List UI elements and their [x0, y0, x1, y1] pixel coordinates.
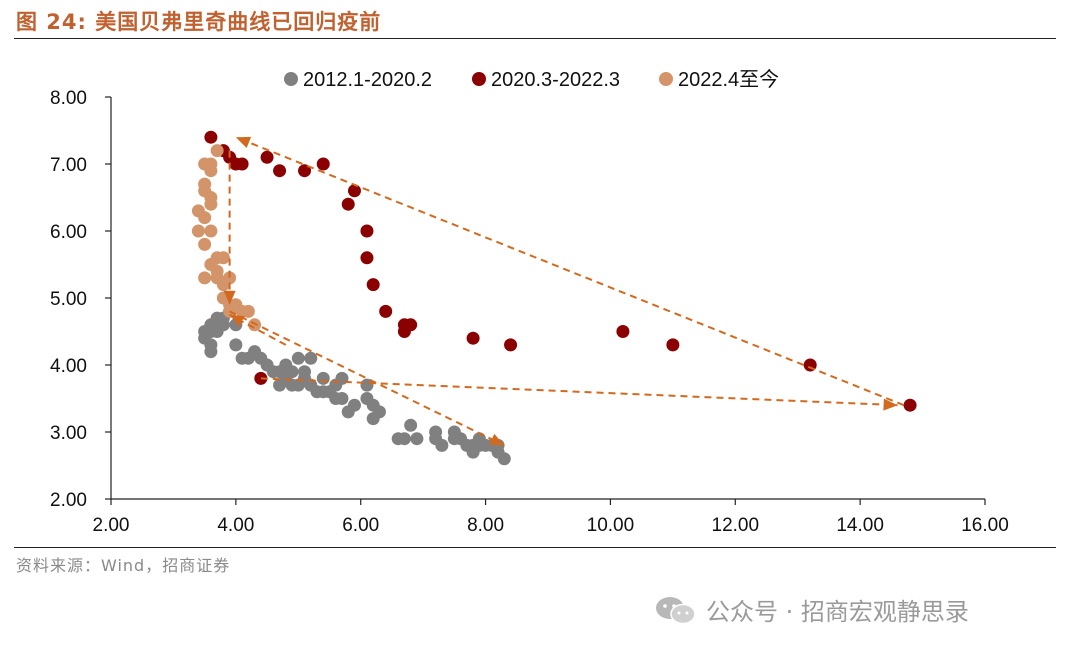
legend-label: 2020.3-2022.3 — [491, 69, 620, 91]
data-point — [279, 358, 293, 372]
arrow-head — [883, 398, 898, 411]
data-point — [235, 351, 249, 365]
chart-points — [191, 130, 917, 466]
data-point — [341, 197, 355, 211]
data-point — [198, 237, 212, 251]
data-point — [429, 432, 443, 446]
data-point — [341, 405, 355, 419]
data-point — [260, 150, 274, 164]
arrow-shaft — [229, 310, 505, 447]
data-point — [204, 224, 218, 238]
data-point — [298, 365, 312, 379]
data-point — [379, 304, 393, 318]
data-point — [273, 164, 287, 178]
data-point — [404, 418, 418, 432]
data-point — [366, 412, 380, 426]
legend-marker — [472, 72, 486, 86]
data-point — [229, 338, 243, 352]
data-point — [447, 425, 461, 439]
trend-arrow — [229, 313, 287, 346]
data-point — [198, 211, 212, 225]
data-point — [210, 144, 224, 158]
data-point — [204, 164, 218, 178]
data-point — [391, 432, 405, 446]
watermark-text: 公众号 · 招商宏观静思录 — [706, 598, 969, 626]
arrow-shaft — [260, 377, 898, 407]
legend-label: 2012.1-2020.2 — [303, 69, 432, 91]
arrow-head — [489, 433, 505, 446]
data-point — [803, 358, 817, 372]
data-point — [360, 251, 374, 265]
data-point — [360, 224, 374, 238]
chart-axes: 2.00 4.00 6.00 8.00 10.00 12.00 14.00 16.00 2.00… — [50, 88, 1009, 536]
data-point — [366, 278, 380, 292]
data-point — [316, 371, 330, 385]
source-note: 资料来源：Wind，招商证券 — [16, 556, 231, 575]
data-point — [248, 318, 262, 332]
y-tick-label: 6.00 — [50, 222, 87, 243]
wechat-icon — [656, 596, 696, 624]
title-divider — [14, 38, 1056, 39]
trend-arrow — [223, 150, 236, 305]
y-tick-label: 7.00 — [50, 155, 87, 176]
y-tick-label: 5.00 — [50, 289, 87, 310]
arrow-head — [223, 290, 236, 305]
y-tick-label: 2.00 — [50, 490, 87, 511]
data-point — [360, 392, 374, 405]
data-point — [204, 197, 218, 211]
data-point — [304, 351, 318, 365]
data-point — [397, 318, 411, 332]
data-point — [198, 325, 212, 338]
data-point — [347, 184, 361, 198]
x-tick-label: 2.00 — [93, 515, 130, 536]
data-point — [298, 164, 312, 178]
figure-title: 图 24: 美国贝弗里奇曲线已回归疫前 — [16, 10, 382, 34]
data-point — [204, 345, 218, 359]
data-point — [466, 331, 480, 345]
watermark: 公众号 · 招商宏观静思录 — [654, 592, 969, 627]
y-tick-label: 3.00 — [50, 423, 87, 444]
chart-legend: 2012.1-2020.2 2020.3-2022.3 2022.4至今 — [284, 68, 779, 91]
data-point — [198, 271, 212, 285]
data-point — [616, 325, 630, 338]
x-tick-label: 6.00 — [342, 515, 379, 536]
series-group-2 — [204, 130, 917, 412]
x-tick-label: 14.00 — [836, 515, 884, 536]
trend-arrow — [260, 377, 898, 411]
arrow-head — [229, 314, 245, 327]
data-point — [241, 304, 255, 318]
series-group-3 — [191, 144, 262, 332]
series-group-1 — [198, 304, 511, 466]
arrow-shaft — [235, 136, 905, 407]
y-tick-label: 4.00 — [50, 356, 87, 377]
data-point — [216, 278, 230, 292]
data-point — [291, 351, 305, 365]
trend-arrow — [229, 310, 505, 447]
x-tick-label: 12.00 — [712, 515, 760, 536]
footer-divider — [14, 547, 1056, 548]
legend-marker — [284, 72, 298, 86]
arrow-head — [235, 136, 252, 148]
data-point — [204, 130, 218, 144]
data-point — [273, 378, 287, 392]
x-tick-label: 10.00 — [587, 515, 635, 536]
y-tick-label: 8.00 — [50, 88, 87, 109]
x-tick-label: 8.00 — [467, 515, 504, 536]
data-point — [410, 432, 424, 446]
data-point — [504, 338, 518, 352]
scatter-chart: 2012.1-2020.2 2020.3-2022.3 2022.4至今 2.00 4… — [50, 68, 1009, 536]
x-tick-label: 4.00 — [217, 515, 254, 536]
data-point — [666, 338, 680, 352]
data-point — [903, 398, 917, 412]
data-point — [191, 224, 205, 238]
data-point — [216, 251, 230, 265]
chart-arrows — [223, 136, 905, 447]
data-point — [316, 157, 330, 171]
x-tick-label: 16.00 — [961, 515, 1009, 536]
trend-arrow — [235, 136, 905, 407]
legend-label: 2022.4至今 — [678, 68, 779, 91]
legend-marker — [659, 72, 673, 86]
